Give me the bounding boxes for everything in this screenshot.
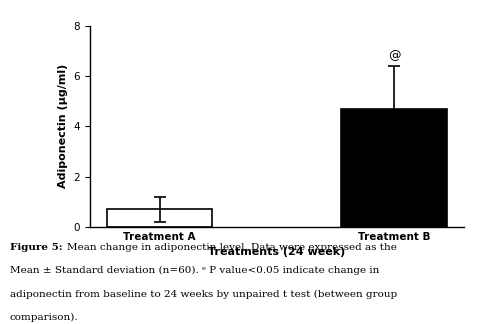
Text: @: @ — [388, 49, 401, 62]
X-axis label: Treatments (24 week): Treatments (24 week) — [208, 247, 346, 257]
Text: Mean change in adiponectin level. Data were expressed as the: Mean change in adiponectin level. Data w… — [67, 243, 397, 252]
Text: Figure 5:: Figure 5: — [10, 243, 62, 252]
Text: adiponectin from baseline to 24 weeks by unpaired t test (between group: adiponectin from baseline to 24 weeks by… — [10, 290, 397, 299]
Text: comparison).: comparison). — [10, 313, 79, 322]
Bar — [107, 209, 213, 227]
Text: Mean ± Standard deviation (n=60). ᵉ P value<0.05 indicate change in: Mean ± Standard deviation (n=60). ᵉ P va… — [10, 266, 379, 275]
Y-axis label: Adiponectin (µg/ml): Adiponectin (µg/ml) — [58, 64, 68, 189]
Bar — [341, 109, 447, 227]
